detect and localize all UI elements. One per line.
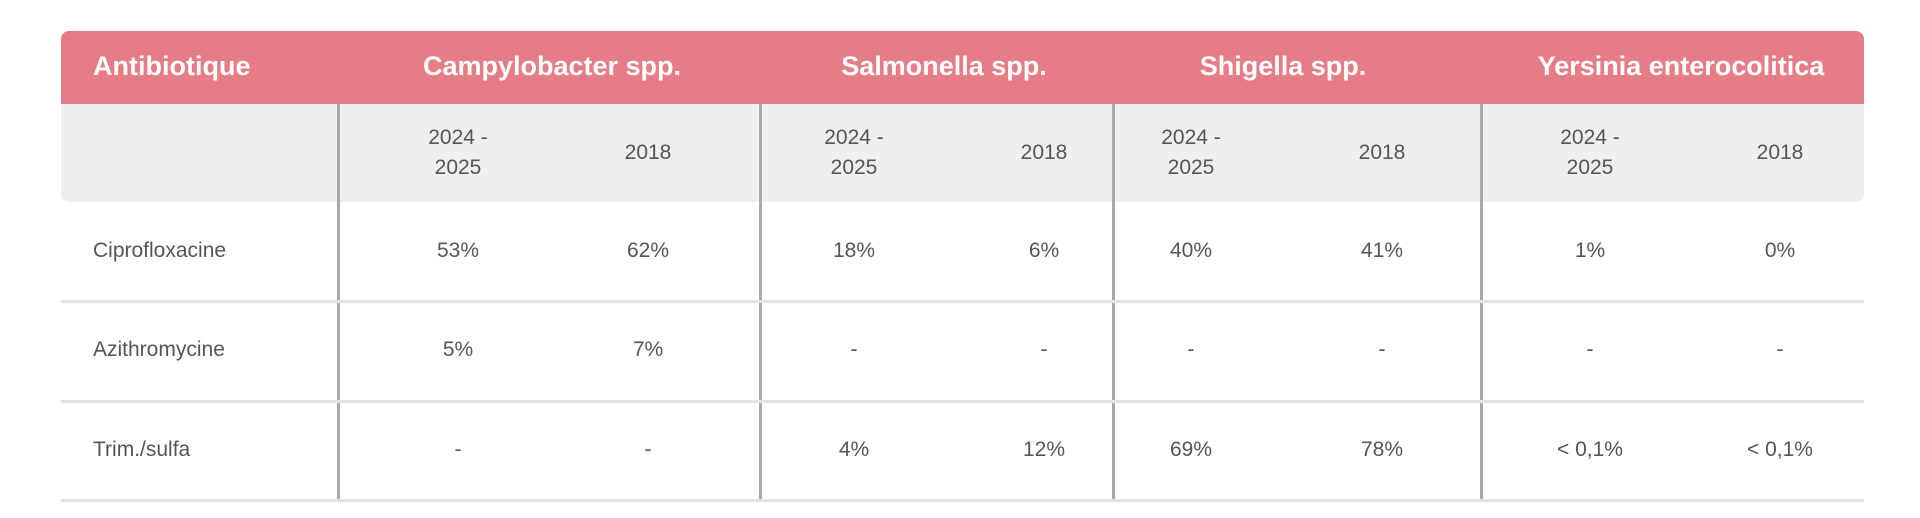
header-cell: Antibiotique	[93, 51, 251, 81]
subheader-band	[61, 104, 1864, 202]
subheader-cell: 2018	[1020, 141, 1068, 164]
cell: -	[1776, 338, 1784, 361]
cell: -	[1187, 338, 1195, 361]
cell: -	[850, 338, 858, 361]
header-cell: Campylobacter spp.	[422, 51, 682, 81]
cell: < 0,1%	[1747, 438, 1813, 461]
cell: 12%	[1022, 438, 1066, 461]
cell: 5%	[442, 338, 474, 361]
subheader-cell: 2024 - 2025	[824, 126, 884, 179]
cell: 7%	[632, 338, 664, 361]
cell: 62%	[626, 239, 670, 262]
cell: < 0,1%	[1557, 438, 1623, 461]
cell: 40%	[1169, 239, 1213, 262]
cell: 69%	[1169, 438, 1213, 461]
row-label: Trim./sulfa	[93, 438, 191, 461]
cell: 78%	[1360, 438, 1404, 461]
header-cell: Yersinia enterocolitica	[1537, 51, 1825, 81]
row-divider	[61, 400, 1864, 403]
cell: 18%	[832, 239, 876, 262]
row-divider	[61, 300, 1864, 303]
cell: 0%	[1764, 239, 1796, 262]
cell: 41%	[1360, 239, 1404, 262]
header-cell: Salmonella spp.	[841, 51, 1047, 81]
row-label: Azithromycine	[93, 338, 225, 361]
subheader-cell: 2024 - 2025	[1161, 126, 1221, 179]
row-label: Ciprofloxacine	[93, 239, 227, 262]
cell: -	[1586, 338, 1594, 361]
cell: -	[1040, 338, 1048, 361]
subheader-cell: 2018	[624, 141, 672, 164]
cell: 53%	[436, 239, 480, 262]
subheader-cell: 2018	[1358, 141, 1406, 164]
subheader-cell: 2024 - 2025	[1560, 126, 1620, 179]
subheader-cell: 2024 - 2025	[428, 126, 488, 179]
cell: 1%	[1574, 239, 1606, 262]
cell: -	[1378, 338, 1386, 361]
header-cell: Shigella spp.	[1199, 51, 1367, 81]
cell: -	[644, 438, 652, 461]
cell: 6%	[1028, 239, 1060, 262]
subheader-cell: 2018	[1756, 141, 1804, 164]
header-band	[61, 31, 1864, 104]
cell: -	[454, 438, 462, 461]
cell: 4%	[838, 438, 870, 461]
row-divider	[61, 499, 1864, 502]
